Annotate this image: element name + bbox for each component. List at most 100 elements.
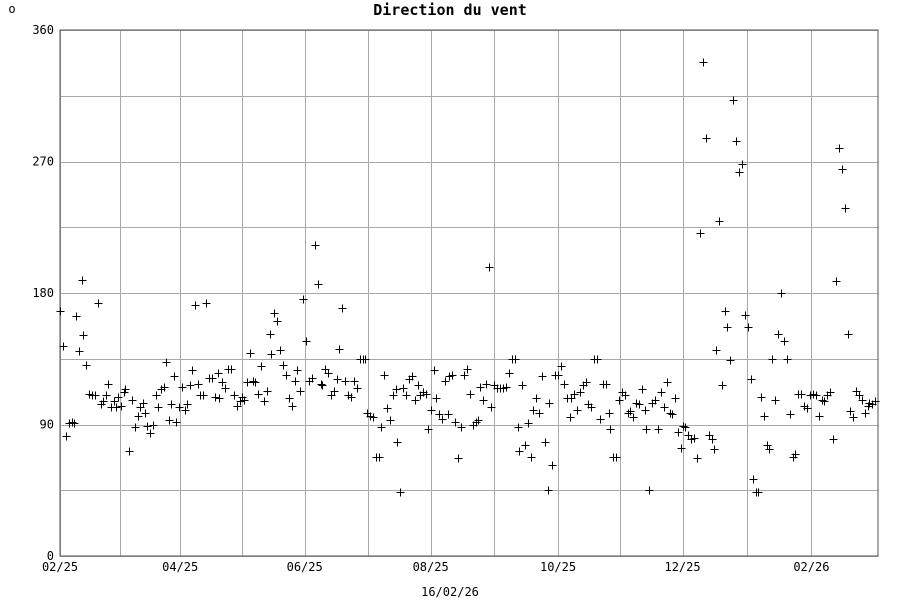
- data-point: [635, 400, 644, 409]
- y-tick-label: 180: [32, 286, 54, 300]
- data-point: [693, 454, 702, 463]
- data-point: [324, 369, 333, 378]
- data-point: [369, 413, 378, 422]
- data-point: [657, 388, 666, 397]
- data-point: [380, 371, 389, 380]
- data-point: [125, 447, 134, 456]
- data-point: [257, 362, 266, 371]
- data-point: [668, 410, 677, 419]
- data-point: [121, 385, 130, 394]
- data-point: [270, 309, 279, 318]
- data-point: [791, 450, 800, 459]
- y-tick-label: 270: [32, 155, 54, 169]
- data-point: [576, 388, 585, 397]
- y-tick-label: 360: [32, 23, 54, 37]
- data-point: [317, 380, 326, 389]
- data-point: [104, 380, 113, 389]
- data-point: [279, 361, 288, 370]
- data-point: [251, 378, 260, 387]
- data-point: [152, 391, 161, 400]
- data-point: [487, 403, 496, 412]
- data-point: [438, 415, 447, 424]
- data-point: [651, 396, 660, 405]
- data-point: [399, 384, 408, 393]
- data-point: [760, 412, 769, 421]
- data-point: [102, 391, 111, 400]
- data-point: [527, 453, 536, 462]
- data-point: [838, 165, 847, 174]
- data-point: [726, 356, 735, 365]
- data-point: [712, 346, 721, 355]
- data-point: [424, 425, 433, 434]
- data-point: [302, 337, 311, 346]
- data-point: [134, 412, 143, 421]
- x-tick-label: 08/25: [413, 560, 449, 574]
- data-point: [747, 375, 756, 384]
- data-point: [183, 400, 192, 409]
- data-point: [582, 378, 591, 387]
- data-point: [844, 330, 853, 339]
- data-point: [654, 425, 663, 434]
- chart-title: Direction du vent: [373, 1, 527, 19]
- data-point: [861, 409, 870, 418]
- data-point: [505, 369, 514, 378]
- data-point: [587, 403, 596, 412]
- data-point: [820, 397, 829, 406]
- data-point: [738, 160, 747, 169]
- data-point: [444, 410, 453, 419]
- data-point: [674, 428, 683, 437]
- data-point: [341, 377, 350, 386]
- data-point: [566, 413, 575, 422]
- data-point: [149, 421, 158, 430]
- data-point: [514, 423, 523, 432]
- data-point: [524, 419, 533, 428]
- data-point: [202, 299, 211, 308]
- data-point: [430, 366, 439, 375]
- data-point: [615, 396, 624, 405]
- data-point: [402, 391, 411, 400]
- x-axis: 02/25 04/25 06/25 08/25 10/25 12/25 02/26: [42, 560, 830, 574]
- data-point: [427, 406, 436, 415]
- data-point: [70, 419, 79, 428]
- data-point: [666, 409, 675, 418]
- data-point: [826, 388, 835, 397]
- data-point: [112, 403, 121, 412]
- data-point: [94, 299, 103, 308]
- data-point: [75, 347, 84, 356]
- data-point: [797, 390, 806, 399]
- data-point: [172, 418, 181, 427]
- data-point: [502, 383, 511, 392]
- data-point: [774, 330, 783, 339]
- data-point: [435, 410, 444, 419]
- data-point: [282, 371, 291, 380]
- data-point: [314, 280, 323, 289]
- data-point: [812, 391, 821, 400]
- data-point: [690, 434, 699, 443]
- data-point: [835, 144, 844, 153]
- data-point: [311, 241, 320, 250]
- data-point: [199, 391, 208, 400]
- data-point: [175, 403, 184, 412]
- data-point: [260, 397, 269, 406]
- data-point: [858, 396, 867, 405]
- data-point: [396, 488, 405, 497]
- data-point: [128, 396, 137, 405]
- data-point: [681, 423, 690, 432]
- data-point: [560, 380, 569, 389]
- data-point: [215, 394, 224, 403]
- data-point: [677, 444, 686, 453]
- data-point: [744, 323, 753, 332]
- data-point: [441, 377, 450, 386]
- data-point: [718, 381, 727, 390]
- data-point: [451, 418, 460, 427]
- data-point: [110, 397, 119, 406]
- data-point: [768, 355, 777, 364]
- data-point: [855, 391, 864, 400]
- data-point: [593, 355, 602, 364]
- data-point: [548, 461, 557, 470]
- data-point: [392, 385, 401, 394]
- data-point: [541, 438, 550, 447]
- data-point: [829, 435, 838, 444]
- data-point: [389, 391, 398, 400]
- data-point: [211, 393, 220, 402]
